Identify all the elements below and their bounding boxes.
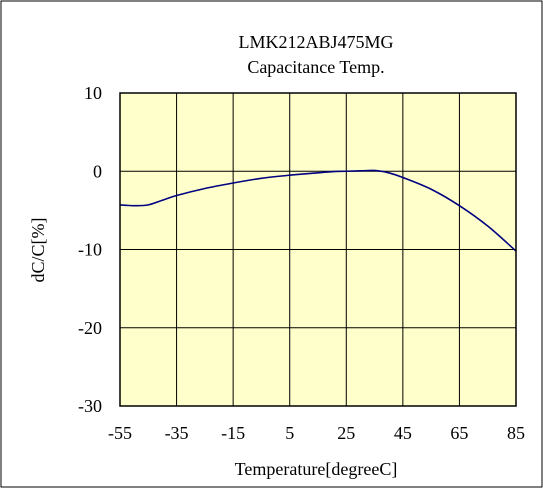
y-tick-label: -20 [78,318,102,338]
x-axis-label: Temperature[degreeC] [235,459,398,479]
x-tick-label: 45 [394,423,412,443]
chart-title: LMK212ABJ475MG [238,32,393,52]
x-tick-label: -35 [165,423,189,443]
y-axis-label: dC/C[%] [28,218,48,283]
x-tick-label: 85 [507,423,525,443]
y-tick-label: -10 [78,240,102,260]
x-tick-label: 5 [285,423,294,443]
x-tick-label: 25 [337,423,355,443]
x-tick-label: -15 [221,423,245,443]
chart-subtitle: Capacitance Temp. [247,57,384,77]
x-tick-label: 65 [450,423,468,443]
y-tick-label: -30 [78,396,102,416]
y-tick-label: 0 [93,161,102,181]
y-tick-label: 10 [84,83,102,103]
x-tick-label: -55 [108,423,132,443]
